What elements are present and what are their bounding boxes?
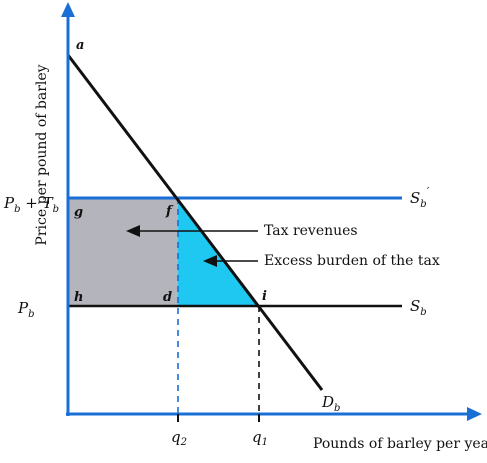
supply-label: Sb [410,297,427,318]
excess-burden-arrowhead [203,255,217,267]
y-axis-arrowhead [61,2,75,17]
point-i-label: i [262,289,267,304]
tax-revenues-arrowhead [126,225,140,237]
q2-label: q2 [171,428,187,448]
point-g-label: g [74,205,83,220]
price-with-tax-label: Pb + Tb [3,194,59,215]
q1-label: q1 [252,428,268,448]
x-axis-title: Pounds of barley per year [313,436,487,452]
point-d-label: d [163,290,172,305]
tax-revenue-area [68,198,178,306]
tax-revenues-annotation: Tax revenues [264,223,358,239]
point-f-label: f [165,204,174,219]
point-a-label: a [76,38,84,53]
excess-burden-annotation: Excess burden of the tax [264,253,440,269]
base-price-label: Pb [17,299,35,320]
y-axis-title: Price per pound of barley [34,64,50,245]
x-axis-arrowhead [467,407,482,421]
demand-line [66,54,324,391]
demand-label: Db [321,393,340,414]
supply-with-tax-label: Sb′ [410,185,430,210]
point-h-label: h [74,290,83,305]
